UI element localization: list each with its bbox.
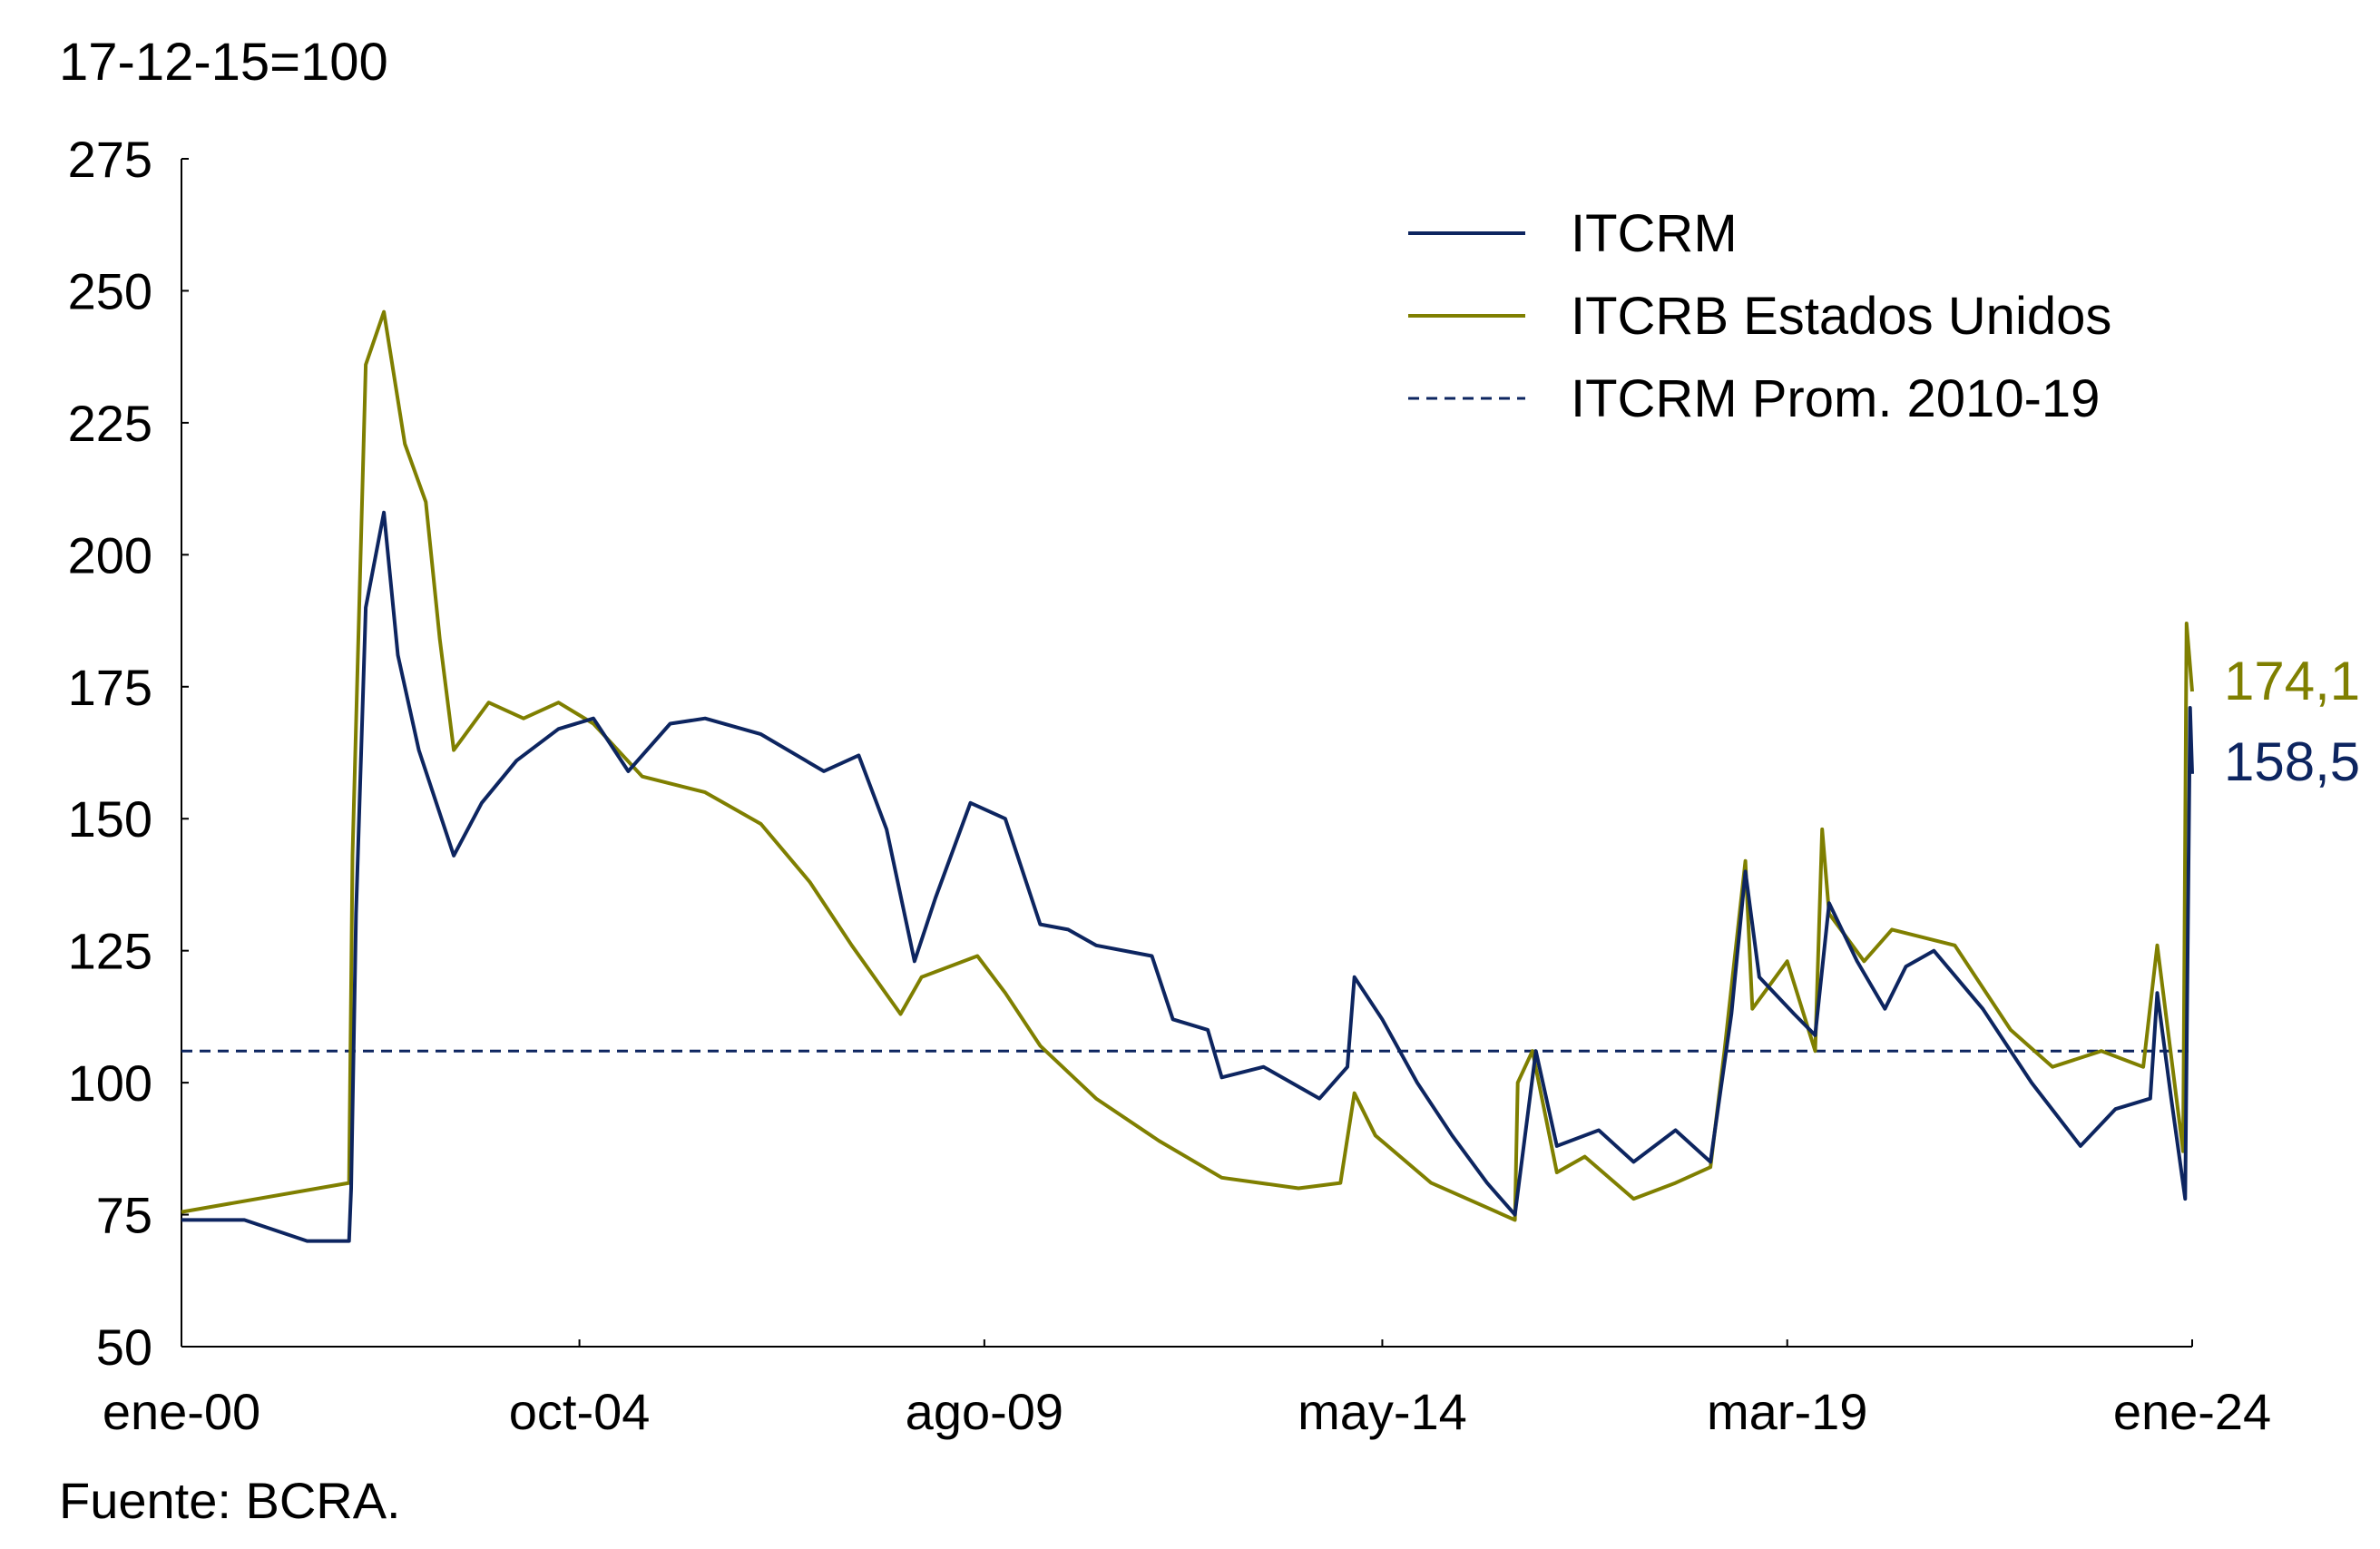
y-tick-label: 75 (96, 1187, 152, 1244)
y-axis: 50 75 100 125 150 175 200 225 250 275 (68, 131, 189, 1376)
series-line-itcrm (181, 510, 2194, 1243)
x-tick-label: oct-04 (509, 1383, 651, 1440)
end-label-itcrm: 158,5 (2224, 731, 2360, 792)
legend: ITCRM ITCRB Estados Unidos ITCRM Prom. 2… (1408, 204, 2111, 428)
x-tick-label: ene-24 (2113, 1383, 2271, 1440)
series-line-itcrb-estados-unidos (181, 309, 2194, 1222)
plot-area (181, 309, 2194, 1243)
y-tick-label: 250 (68, 262, 152, 319)
y-tick-label: 225 (68, 395, 152, 452)
y-tick-label: 275 (68, 131, 152, 188)
y-tick-label: 200 (68, 526, 152, 583)
source-note: Fuente: BCRA. (59, 1472, 401, 1529)
x-axis: ene-00 oct-04 ago-09 may-14 mar-19 ene-24 (103, 1339, 2271, 1440)
y-tick-label: 125 (68, 923, 152, 980)
legend-label-itcrb: ITCRB Estados Unidos (1571, 287, 2111, 346)
legend-label-average: ITCRM Prom. 2010-19 (1571, 369, 2100, 428)
x-tick-label: mar-19 (1707, 1383, 1867, 1440)
y-tick-label: 175 (68, 659, 152, 716)
legend-label-itcrm: ITCRM (1571, 204, 1738, 263)
y-tick-label: 150 (68, 790, 152, 848)
x-tick-label: ago-09 (906, 1383, 1063, 1440)
end-label-itcrb: 174,1 (2224, 651, 2360, 711)
x-tick-label: ene-00 (103, 1383, 260, 1440)
y-tick-label: 100 (68, 1054, 152, 1112)
x-tick-label: may-14 (1298, 1383, 1467, 1440)
y-tick-label: 50 (96, 1319, 152, 1376)
unit-label: 17-12-15=100 (59, 33, 388, 92)
